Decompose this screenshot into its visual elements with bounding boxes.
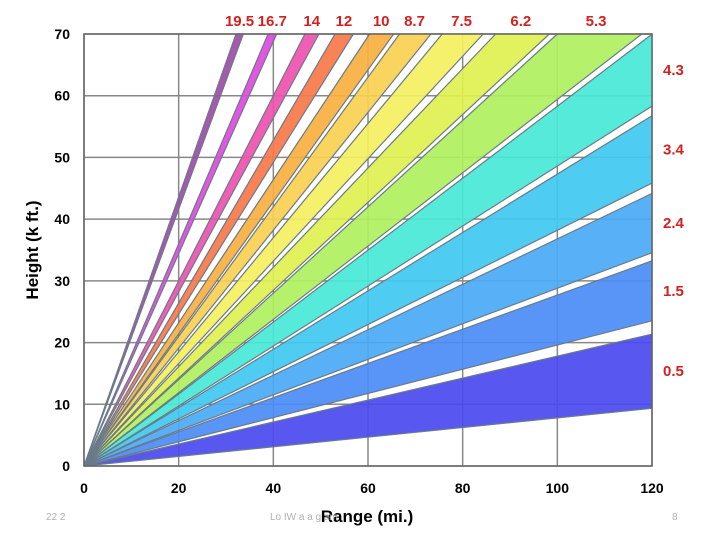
- y-tick-label: 70: [54, 26, 70, 42]
- beam-edge-high-0.5: [83, 333, 653, 467]
- beam-edge-high-19.5: [83, 33, 237, 467]
- beam-edge-low-2.4: [83, 252, 653, 467]
- beam-edge-low-14: [83, 33, 320, 467]
- elevation-label-7.5: 7.5: [451, 13, 472, 30]
- elevation-label-14: 14: [303, 13, 320, 30]
- beam-edge-high-3.4: [83, 115, 653, 467]
- elevation-label-16.7: 16.7: [258, 13, 287, 30]
- beam-edge-low-10: [83, 33, 395, 467]
- elevation-label-4.3: 4.3: [663, 62, 684, 79]
- elevation-label-12: 12: [336, 13, 353, 30]
- elevation-label-1.5: 1.5: [663, 283, 684, 300]
- y-tick-labels: 0 10 20 30 40 50 60 70: [54, 26, 70, 474]
- x-tick-label: 0: [80, 480, 88, 496]
- beam-edge-low-8.7: [83, 33, 432, 467]
- y-axis-title: Height (k ft.): [23, 200, 42, 299]
- footer-center-text: Lo IW a a g am: [270, 512, 338, 523]
- plot-border: [83, 33, 653, 467]
- beam-edge-low-5.3: [83, 33, 643, 467]
- beam-edge-high-2.4: [83, 192, 653, 467]
- beam-edge-low-3.4: [83, 182, 653, 467]
- beam-edge-high-16.7: [83, 33, 269, 467]
- beam-edges: [83, 33, 653, 467]
- y-tick-label: 60: [54, 88, 70, 104]
- beam-edge-high-14: [83, 33, 306, 467]
- x-tick-label: 100: [546, 480, 570, 496]
- y-tick-label: 20: [54, 335, 70, 351]
- x-tick-label: 60: [360, 480, 376, 496]
- x-axis-title: Range (mi.): [321, 507, 414, 526]
- beam-edge-low-1.5: [83, 320, 653, 467]
- y-tick-label: 0: [62, 458, 70, 474]
- beam-edge-high-5.3: [83, 33, 558, 467]
- elevation-label-2.4: 2.4: [663, 215, 685, 232]
- y-tick-label: 10: [54, 396, 70, 412]
- beam-edge-high-7.5: [83, 33, 443, 467]
- elevation-labels: 0.5 1.5 2.4 3.4 4.3 5.3 6.2 7.5 8.7 10 12 14 16.719.…: [225, 13, 685, 380]
- beam-edge-high-1.5: [83, 260, 653, 467]
- y-tick-label: 30: [54, 273, 70, 289]
- elevation-label-10: 10: [373, 13, 390, 30]
- beam-edge-low-6.2: [83, 33, 550, 467]
- x-tick-label: 20: [171, 480, 187, 496]
- x-tick-labels: 0 20 40 60 80 100 120: [80, 480, 664, 496]
- beam-edge-high-6.2: [83, 33, 497, 467]
- elevation-label-5.3: 5.3: [586, 13, 607, 30]
- beam-edge-low-0.5: [83, 407, 653, 467]
- elevation-label-0.5: 0.5: [663, 363, 684, 380]
- beam-edge-high-12: [83, 33, 336, 467]
- beam-edge-low-16.7: [83, 33, 278, 467]
- beam-edge-high-8.7: [83, 33, 401, 467]
- x-tick-label: 40: [266, 480, 282, 496]
- beam-edge-low-7.5: [83, 33, 484, 467]
- footer-left-text: 22 2: [46, 512, 66, 523]
- beam-edge-low-19.5: [83, 33, 244, 467]
- beam-edge-high-10: [83, 33, 371, 467]
- beam-edge-high-4.3: [83, 33, 653, 467]
- y-tick-label: 40: [54, 211, 70, 227]
- beam-edge-low-4.3: [83, 105, 653, 467]
- elevation-label-8.7: 8.7: [404, 13, 425, 30]
- x-tick-label: 120: [640, 480, 664, 496]
- x-tick-label: 80: [455, 480, 471, 496]
- elevation-label-19.5: 19.5: [225, 13, 254, 30]
- footer-right-text: 8: [672, 512, 678, 523]
- elevation-label-6.2: 6.2: [510, 13, 531, 30]
- elevation-label-3.4: 3.4: [663, 141, 685, 158]
- y-tick-label: 50: [54, 149, 70, 165]
- beam-edge-low-12: [83, 33, 354, 467]
